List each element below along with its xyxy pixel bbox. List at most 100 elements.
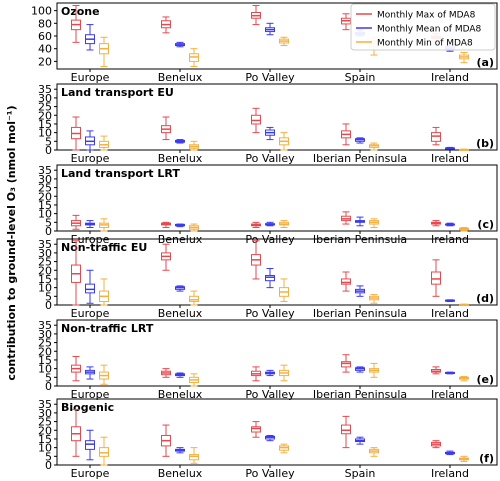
box-monthly-mean-of-mda8-2 [265, 221, 275, 227]
panel-title: Land transport LRT [61, 167, 180, 180]
box-iqr [251, 114, 261, 125]
box-monthly-mean-of-mda8-1 [175, 447, 185, 454]
panel-label: (e) [476, 373, 494, 386]
box-monthly-min-of-mda8-4 [459, 375, 469, 382]
legend-label: Monthly Min of MDA8 [377, 39, 473, 49]
y-tick-label: 10 [38, 442, 52, 455]
box-monthly-min-of-mda8-1 [189, 140, 199, 151]
box-monthly-mean-of-mda8-1 [175, 372, 185, 378]
box-monthly-min-of-mda8-2 [279, 443, 289, 454]
box-iqr [99, 447, 109, 457]
y-tick-label: 25 [38, 182, 52, 195]
box-monthly-min-of-mda8-0 [99, 218, 109, 232]
box-iqr [189, 295, 199, 303]
box-monthly-min-of-mda8-4 [459, 148, 469, 151]
x-tick-label: Iberian Peninsula [313, 152, 407, 165]
box-monthly-mean-of-mda8-2 [265, 434, 275, 442]
box-monthly-min-of-mda8-1 [189, 48, 199, 67]
x-tick-label: Ireland [431, 467, 469, 480]
y-tick-label: 30 [38, 247, 52, 260]
y-tick-label: 60 [38, 30, 52, 43]
x-tick-label: Spain [345, 71, 376, 84]
box-monthly-max-of-mda8-0 [71, 214, 81, 230]
panel-title: Ozone [61, 5, 100, 18]
x-tick-label: Ireland [431, 71, 469, 84]
x-tick-label: Po Valley [245, 71, 295, 84]
panel-label: (b) [476, 137, 494, 150]
box-monthly-max-of-mda8-3 [341, 271, 351, 292]
box-monthly-min-of-mda8-2 [279, 278, 289, 303]
y-tick-label: 35 [38, 164, 52, 177]
box-monthly-max-of-mda8-3 [341, 123, 351, 146]
box-monthly-mean-of-mda8-3 [355, 137, 365, 144]
y-tick-label: 15 [38, 354, 52, 367]
box-monthly-max-of-mda8-2 [251, 5, 261, 26]
box-iqr [189, 454, 199, 461]
panel-title: Land transport EU [61, 86, 174, 99]
y-tick-label: 30 [38, 407, 52, 420]
box-monthly-mean-of-mda8-4 [445, 146, 455, 150]
y-tick-label: 10 [38, 127, 52, 140]
box-monthly-max-of-mda8-4 [431, 126, 441, 146]
x-tick-label: Po Valley [245, 307, 295, 320]
y-tick-label: 100 [31, 5, 52, 18]
box-monthly-min-of-mda8-3 [369, 362, 379, 378]
box-monthly-max-of-mda8-0 [71, 116, 81, 151]
panel-title: Non-traffic EU [61, 241, 147, 254]
box-monthly-min-of-mda8-1 [189, 223, 199, 232]
y-tick-label: 5 [45, 371, 52, 384]
box-monthly-max-of-mda8-3 [341, 13, 351, 31]
box-monthly-max-of-mda8-0 [71, 240, 81, 306]
box-monthly-max-of-mda8-1 [161, 424, 171, 457]
x-tick-label: Europe [71, 71, 110, 84]
box-iqr [341, 278, 351, 285]
x-tick-label: Iberian Peninsula [313, 307, 407, 320]
box-iqr [265, 274, 275, 282]
y-tick-label: 20 [38, 109, 52, 122]
box-monthly-mean-of-mda8-0 [85, 366, 95, 380]
y-tick-label: 35 [38, 238, 52, 251]
y-tick-label: 0 [45, 299, 52, 312]
box-monthly-max-of-mda8-2 [251, 221, 261, 229]
box-monthly-mean-of-mda8-1 [175, 139, 185, 144]
box-monthly-max-of-mda8-1 [161, 16, 171, 34]
box-monthly-max-of-mda8-1 [161, 243, 171, 271]
box-monthly-min-of-mda8-4 [459, 227, 469, 232]
box-iqr [341, 361, 351, 368]
x-tick-label: Po Valley [245, 388, 295, 401]
box-monthly-max-of-mda8-4 [431, 366, 441, 375]
panel-frame [56, 398, 498, 466]
x-tick-label: Ireland [431, 388, 469, 401]
y-tick-label: 0 [45, 459, 52, 472]
box-iqr [431, 132, 441, 142]
legend-label: Monthly Max of MDA8 [377, 11, 476, 21]
box-monthly-min-of-mda8-4 [459, 303, 469, 306]
y-tick-label: 20 [38, 424, 52, 437]
box-monthly-mean-of-mda8-3 [355, 216, 365, 227]
x-tick-label: Po Valley [245, 467, 295, 480]
y-tick-label: 30 [38, 173, 52, 186]
panel-title: Biogenic [61, 401, 114, 414]
y-tick-label: 30 [38, 328, 52, 341]
box-monthly-max-of-mda8-2 [251, 240, 261, 280]
box-monthly-max-of-mda8-3 [341, 415, 351, 449]
y-tick-label: 20 [38, 345, 52, 358]
panel-label: (a) [477, 56, 494, 69]
box-monthly-max-of-mda8-1 [161, 221, 171, 229]
box-monthly-mean-of-mda8-2 [265, 268, 275, 289]
panel-frame [56, 238, 498, 306]
x-tick-label: Spain [345, 467, 376, 480]
legend: Monthly Max of MDA8 Monthly Mean of MDA8 M… [350, 3, 496, 51]
box-monthly-min-of-mda8-0 [99, 36, 109, 67]
box-iqr [85, 440, 95, 450]
box-monthly-mean-of-mda8-0 [85, 220, 95, 229]
x-tick-label: Europe [71, 307, 110, 320]
shared-y-axis-label: contribution to ground-level O₃ (nmol mo… [5, 105, 18, 380]
y-tick-label: 10 [38, 363, 52, 376]
box-monthly-min-of-mda8-2 [279, 220, 289, 229]
box-monthly-mean-of-mda8-3 [355, 285, 365, 297]
y-tick-label: 25 [38, 416, 52, 429]
x-tick-label: Benelux [158, 388, 203, 401]
